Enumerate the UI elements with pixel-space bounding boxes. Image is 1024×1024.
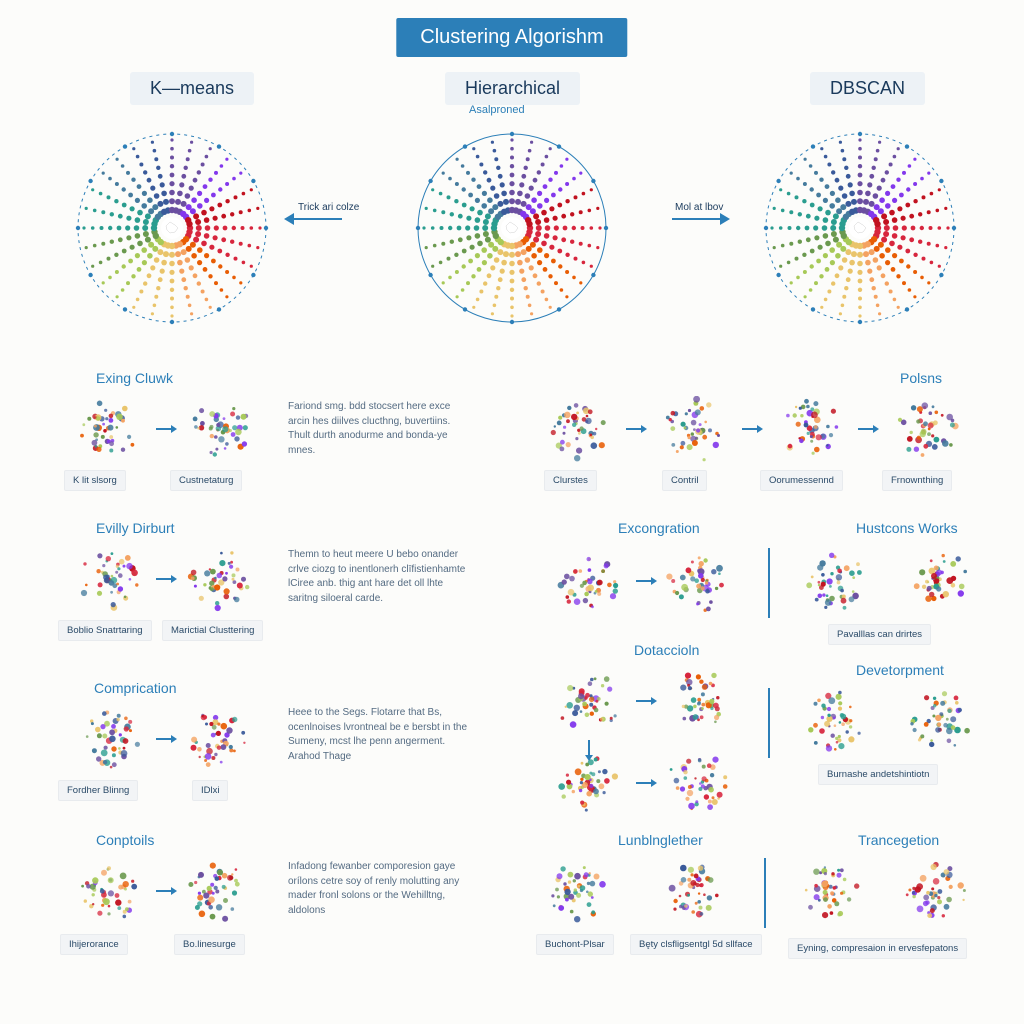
flow-arrow-1 bbox=[672, 218, 722, 220]
right-mid-left-arrow bbox=[636, 580, 652, 582]
flow-arrow-0 bbox=[292, 218, 342, 220]
right-bot-left-label-1: Bęty clsfligsentgl 5d sllface bbox=[630, 934, 762, 955]
left-label-1-0: Boblio Snatrtaring bbox=[58, 620, 152, 641]
right-top-arrow-1 bbox=[742, 428, 758, 430]
left-desc-3: Infadong fewanber comporesion gaye orílo… bbox=[288, 860, 468, 918]
flow-arrow-label-0: Trick ari colze bbox=[298, 202, 359, 213]
left-section-title-2: Comprication bbox=[94, 680, 176, 696]
algo-label-2: DBSCAN bbox=[810, 72, 925, 105]
right-mid-left-title: Excongration bbox=[618, 520, 700, 536]
right-low-thumb-0 bbox=[550, 668, 628, 736]
left-thumb-1-1 bbox=[180, 546, 258, 614]
left-arrow-0 bbox=[156, 428, 172, 430]
flow-arrow-label-1: Mol at lbov bbox=[675, 202, 723, 213]
right-low-right-thumb-1 bbox=[900, 688, 978, 756]
left-label-3-1: Bo.linesurge bbox=[174, 934, 245, 955]
right-top-label-0: Clurstes bbox=[544, 470, 597, 491]
algo-sublabel-1: Asalproned bbox=[469, 104, 525, 116]
right-low-right-title: Devetorpment bbox=[856, 662, 944, 678]
right-bot-left-thumb-1 bbox=[650, 858, 728, 926]
left-section-title-1: Evilly Dirburt bbox=[96, 520, 175, 536]
left-thumb-1-0 bbox=[70, 546, 148, 614]
right-bot-left-thumb-0 bbox=[540, 858, 618, 926]
right-low-arrow-d bbox=[588, 740, 590, 756]
left-label-0-0: K lit slsorg bbox=[64, 470, 126, 491]
left-section-title-3: Conptoils bbox=[96, 832, 154, 848]
right-top-thumb-3 bbox=[888, 396, 966, 464]
algo-label-0: K—means bbox=[130, 72, 254, 105]
right-low-thumb-3 bbox=[660, 750, 738, 818]
left-thumb-0-0 bbox=[70, 396, 148, 464]
left-thumb-2-1 bbox=[180, 706, 258, 774]
left-desc-2: Heee to the Segs. Flotarre that Bs, ocen… bbox=[288, 706, 468, 764]
right-mid-right-title: Hustcons Works bbox=[856, 520, 958, 536]
right-mid-right-thumb-0 bbox=[796, 548, 874, 616]
right-top-label-2: Oorumessennd bbox=[760, 470, 843, 491]
left-label-2-0: Fordher Blinng bbox=[58, 780, 138, 801]
left-label-1-1: Marictial Clusttering bbox=[162, 620, 263, 641]
right-top-label-1: Contril bbox=[662, 470, 707, 491]
right-top-thumb-0 bbox=[540, 396, 618, 464]
right-low-arrow-h-1 bbox=[636, 782, 652, 784]
right-bot-right-thumb-0 bbox=[792, 858, 870, 926]
right-mid-sub-title: Dotaccioln bbox=[634, 642, 699, 658]
right-bot-left-label-0: Buchont-Plsar bbox=[536, 934, 614, 955]
right-top-arrow-2 bbox=[858, 428, 874, 430]
right-low-divider bbox=[768, 688, 770, 758]
right-top-arrow-0 bbox=[626, 428, 642, 430]
right-low-right-label: Burnashe andetshintiotn bbox=[818, 764, 938, 785]
right-bot-divider bbox=[764, 858, 766, 928]
right-low-thumb-1 bbox=[660, 668, 738, 736]
left-arrow-2 bbox=[156, 738, 172, 740]
right-mid-left-thumb-0 bbox=[550, 548, 628, 616]
right-low-right-thumb-0 bbox=[796, 688, 874, 756]
page-title: Clustering Algorishm bbox=[396, 18, 627, 57]
algo-label-1: Hierarchical bbox=[445, 72, 580, 105]
left-desc-1: Themn to heut meere U bebo onander crlve… bbox=[288, 548, 468, 606]
left-thumb-0-1 bbox=[180, 396, 258, 464]
right-bot-right-label: Eyning, compresaion in ervesfepatons bbox=[788, 938, 967, 959]
left-thumb-3-0 bbox=[70, 858, 148, 926]
left-thumb-3-1 bbox=[180, 858, 258, 926]
left-section-title-0: Exing Cluwk bbox=[96, 370, 173, 386]
left-label-2-1: IDlxi bbox=[192, 780, 228, 801]
radial-viz-0 bbox=[72, 128, 272, 328]
right-bot-right-title: Trancegetion bbox=[858, 832, 939, 848]
right-mid-left-thumb-1 bbox=[660, 548, 738, 616]
right-bot-right-thumb-1 bbox=[896, 858, 974, 926]
right-mid-right-thumb-1 bbox=[900, 548, 978, 616]
radial-viz-2 bbox=[760, 128, 960, 328]
left-arrow-3 bbox=[156, 890, 172, 892]
left-arrow-1 bbox=[156, 578, 172, 580]
radial-viz-1 bbox=[412, 128, 612, 328]
right-top-label-3: Frnownthing bbox=[882, 470, 952, 491]
right-low-arrow-h-0 bbox=[636, 700, 652, 702]
left-desc-0: Fariond smg. bdd stocsert here exce arci… bbox=[288, 400, 468, 458]
right-top-thumb-2 bbox=[772, 396, 850, 464]
right-mid-right-label: Pavalllas can drirtes bbox=[828, 624, 931, 645]
right-bot-left-title: Lunblnglether bbox=[618, 832, 703, 848]
right-top-title: Polsns bbox=[900, 370, 942, 386]
right-mid-divider bbox=[768, 548, 770, 618]
right-top-thumb-1 bbox=[656, 396, 734, 464]
left-label-3-0: Ihijerorance bbox=[60, 934, 128, 955]
left-label-0-1: Custnetaturg bbox=[170, 470, 242, 491]
left-thumb-2-0 bbox=[70, 706, 148, 774]
